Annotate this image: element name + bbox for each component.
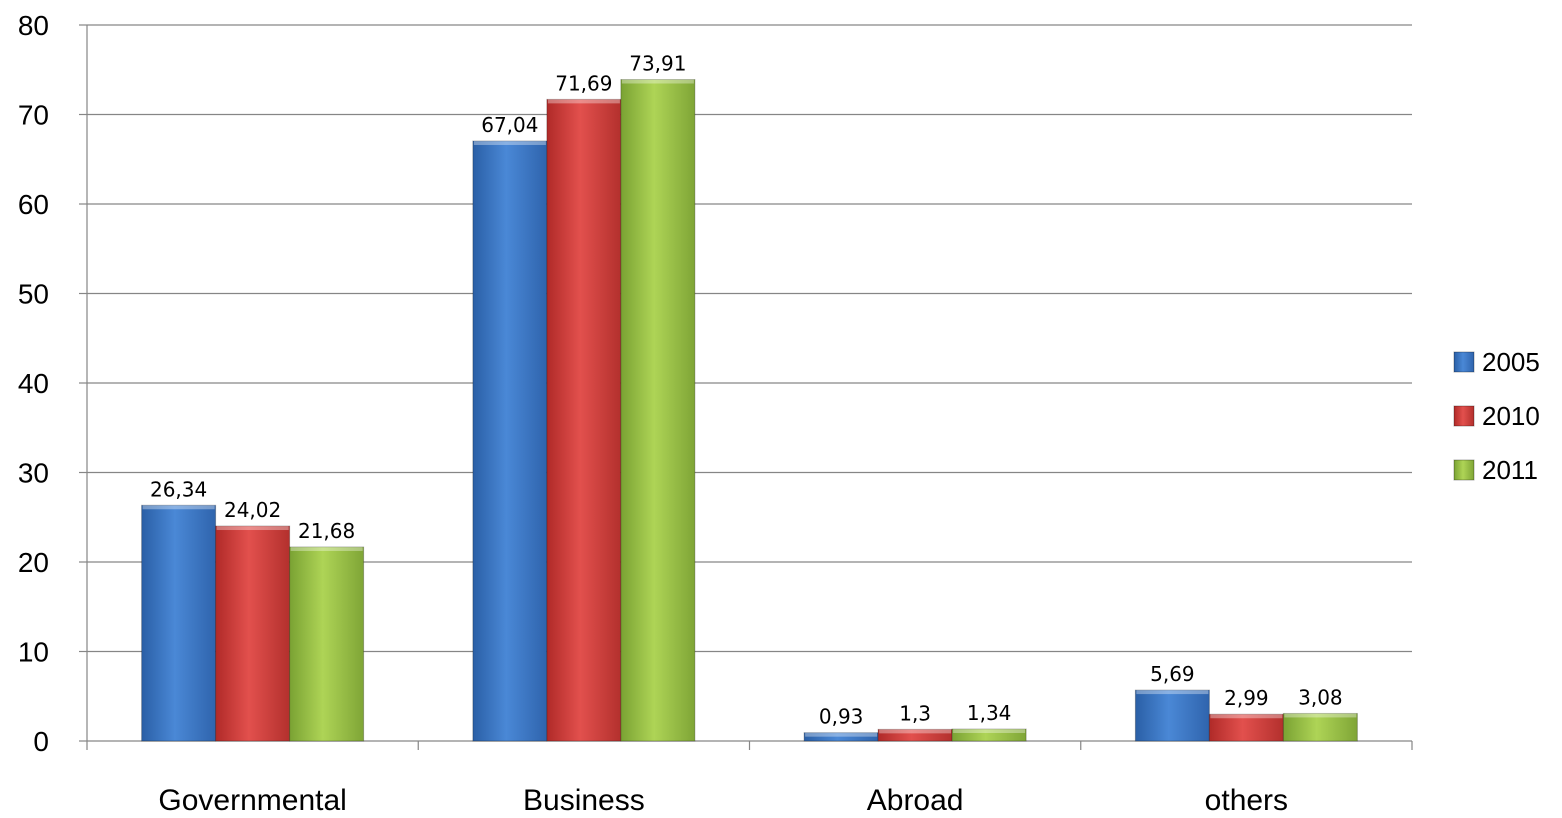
y-tick-label: 20 bbox=[18, 547, 49, 578]
bar-highlight bbox=[879, 729, 952, 734]
bar-highlight bbox=[1210, 714, 1283, 719]
x-tick-label: Abroad bbox=[867, 784, 964, 817]
y-tick-label: 80 bbox=[18, 10, 49, 41]
bars bbox=[141, 79, 1358, 742]
data-label: 1,34 bbox=[967, 701, 1012, 725]
bar-2010-business bbox=[546, 98, 622, 742]
y-tick-label: 40 bbox=[18, 368, 49, 399]
bar-2011-governmental bbox=[289, 546, 365, 742]
bar-highlight bbox=[290, 546, 363, 551]
data-label: 73,91 bbox=[629, 52, 686, 76]
data-label: 71,69 bbox=[555, 71, 612, 95]
x-tick-label: Business bbox=[523, 784, 645, 817]
x-tick-label: Governmental bbox=[158, 784, 346, 817]
bar-highlight bbox=[547, 99, 620, 104]
bar-2011-abroad bbox=[951, 728, 1027, 742]
data-label: 3,08 bbox=[1298, 685, 1343, 709]
y-tick-label: 60 bbox=[18, 189, 49, 220]
legend-swatch-2011 bbox=[1453, 459, 1475, 481]
bar-2011-business bbox=[620, 79, 696, 742]
legend-label-2011: 2011 bbox=[1482, 455, 1538, 485]
bar-2005-governmental bbox=[141, 504, 217, 742]
bar-2011-others bbox=[1282, 712, 1358, 742]
data-label: 26,34 bbox=[150, 477, 207, 501]
bar-highlight bbox=[953, 729, 1026, 734]
bar-2010-governmental bbox=[215, 525, 291, 742]
y-tick-label: 70 bbox=[18, 100, 49, 131]
legend: 2005 2010 2011 bbox=[1453, 347, 1540, 485]
bar-2005-business bbox=[472, 140, 548, 742]
data-label: 0,93 bbox=[819, 705, 864, 729]
data-label: 24,02 bbox=[224, 498, 281, 522]
data-label: 21,68 bbox=[298, 519, 355, 543]
data-label: 2,99 bbox=[1224, 686, 1269, 710]
bar-highlight bbox=[805, 732, 878, 737]
bar-highlight bbox=[621, 79, 694, 84]
axes: 0 10 20 30 40 50 60 70 80 Governmental Business Abr… bbox=[18, 10, 1413, 817]
data-label: 1,3 bbox=[899, 701, 931, 725]
bar-highlight bbox=[142, 505, 215, 510]
bar-highlight bbox=[1136, 690, 1209, 695]
legend-label-2005: 2005 bbox=[1482, 347, 1540, 377]
y-tick-label: 50 bbox=[18, 279, 49, 310]
bar-highlight bbox=[1284, 713, 1357, 718]
data-labels: 26,34 67,04 0,93 5,69 24,02 71,69 1,3 2,99 21,68… bbox=[150, 52, 1343, 729]
bar-highlight bbox=[216, 526, 289, 531]
legend-swatch-2010 bbox=[1453, 405, 1475, 427]
y-tick-label: 0 bbox=[33, 726, 49, 757]
x-tick-label: others bbox=[1205, 784, 1288, 817]
bar-highlight bbox=[473, 140, 546, 145]
data-label: 5,69 bbox=[1150, 662, 1195, 686]
y-tick-label: 30 bbox=[18, 458, 49, 489]
bar-2005-others bbox=[1134, 689, 1210, 742]
data-label: 67,04 bbox=[481, 113, 538, 137]
legend-swatch-2005 bbox=[1453, 351, 1475, 373]
legend-label-2010: 2010 bbox=[1482, 401, 1540, 431]
bar-2010-others bbox=[1208, 713, 1284, 742]
y-tick-label: 10 bbox=[18, 637, 49, 668]
